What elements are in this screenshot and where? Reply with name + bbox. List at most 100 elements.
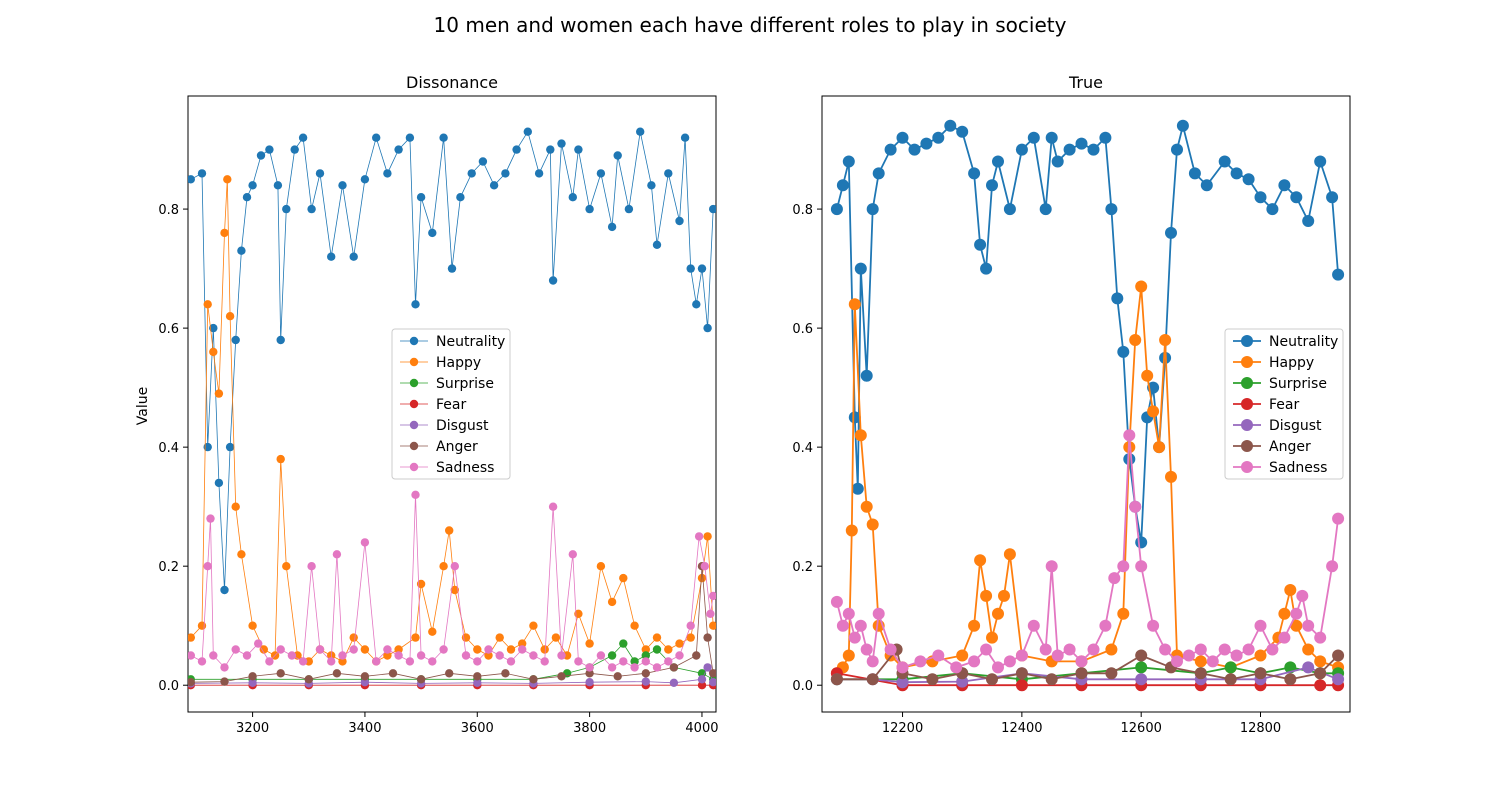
data-point-sadness — [896, 661, 909, 674]
data-point-sadness — [700, 562, 709, 571]
data-point-happy — [1117, 607, 1130, 620]
data-point-neutrality — [209, 323, 218, 333]
data-point-neutrality — [315, 169, 325, 178]
data-point-anger — [703, 633, 712, 642]
data-point-neutrality — [256, 151, 266, 160]
data-point-neutrality — [1063, 143, 1076, 156]
data-point-happy — [282, 562, 291, 571]
data-point-sadness — [1314, 631, 1327, 644]
data-point-anger — [613, 672, 622, 681]
y-tick-label: 0.2 — [792, 560, 813, 575]
data-point-anger — [445, 669, 454, 678]
legend-item-surprise: Surprise — [1233, 376, 1327, 392]
data-point-neutrality — [1332, 268, 1345, 281]
data-point-sadness — [231, 645, 240, 654]
data-point-happy — [203, 300, 212, 309]
data-point-neutrality — [956, 125, 969, 138]
data-point-sadness — [1182, 649, 1195, 662]
data-point-neutrality — [225, 442, 235, 452]
data-point-sadness — [860, 643, 873, 656]
data-point-happy — [607, 597, 617, 607]
legend-item-disgust: Disgust — [400, 418, 489, 434]
panel-title-true: True — [1068, 73, 1103, 92]
legend-label: Happy — [436, 355, 481, 371]
data-point-sadness — [242, 651, 252, 660]
data-point-anger — [501, 669, 510, 678]
data-point-sadness — [405, 657, 415, 666]
data-point-neutrality — [1111, 292, 1124, 305]
data-point-happy — [383, 651, 392, 660]
data-point-happy — [664, 645, 673, 654]
legend-swatch-marker — [409, 399, 419, 409]
data-point-sadness — [254, 639, 263, 648]
data-point-happy — [596, 562, 606, 571]
data-point-neutrality — [1188, 167, 1201, 180]
legend-swatch-marker — [409, 336, 419, 346]
legend-item-sadness: Sadness — [400, 460, 494, 476]
data-point-neutrality — [624, 204, 634, 214]
data-point-happy — [188, 633, 195, 642]
data-point-happy — [860, 500, 873, 513]
legend-swatch-marker — [1241, 440, 1253, 452]
data-point-neutrality — [546, 145, 555, 154]
data-point-anger — [1194, 667, 1207, 680]
data-point-happy — [237, 550, 246, 559]
data-point-happy — [473, 645, 482, 654]
data-point-neutrality — [557, 139, 566, 148]
data-point-neutrality — [851, 482, 864, 495]
data-point-sadness — [428, 657, 437, 666]
y-tick-label: 0.4 — [792, 441, 813, 456]
data-point-fear — [1015, 679, 1028, 692]
data-point-neutrality — [1105, 203, 1118, 216]
data-point-sadness — [1108, 572, 1121, 585]
data-point-neutrality — [428, 228, 437, 238]
data-point-happy — [411, 633, 420, 642]
data-point-sadness — [1039, 643, 1052, 656]
legend-swatch-marker — [409, 357, 419, 367]
data-point-sadness — [461, 651, 471, 660]
data-point-disgust — [669, 678, 679, 687]
legend-label: Disgust — [436, 418, 489, 434]
data-point-sadness — [842, 607, 855, 620]
data-point-neutrality — [607, 222, 617, 232]
data-point-sadness — [372, 657, 381, 666]
data-point-sadness — [209, 651, 218, 660]
data-point-happy — [231, 502, 240, 511]
data-point-sadness — [360, 538, 370, 547]
series-neutrality — [830, 119, 1345, 549]
data-point-neutrality — [992, 155, 1004, 168]
legend-label: Neutrality — [436, 334, 505, 350]
data-point-sadness — [287, 651, 297, 660]
data-point-neutrality — [1266, 203, 1279, 216]
data-point-neutrality — [405, 133, 415, 142]
legend-swatch-marker — [409, 441, 419, 451]
data-point-sadness — [1278, 631, 1291, 644]
data-point-disgust — [360, 678, 370, 687]
data-point-sadness — [332, 550, 342, 559]
data-point-neutrality — [298, 133, 308, 142]
data-point-happy — [484, 651, 493, 660]
data-point-neutrality — [1027, 131, 1040, 144]
series-anger — [188, 562, 716, 687]
data-point-happy — [848, 298, 861, 311]
data-point-sadness — [932, 649, 945, 662]
data-point-neutrality — [1176, 119, 1189, 132]
data-point-neutrality — [1015, 143, 1028, 156]
data-point-neutrality — [548, 276, 558, 285]
data-point-happy — [214, 389, 224, 398]
data-point-happy — [1003, 548, 1016, 561]
plot-area — [188, 127, 716, 690]
data-point-happy — [641, 645, 650, 654]
legend-swatch-marker — [1241, 461, 1253, 473]
legend-label: Neutrality — [1269, 334, 1338, 350]
data-point-sadness — [1123, 429, 1136, 442]
data-point-neutrality — [1171, 143, 1183, 156]
data-point-sadness — [568, 550, 577, 559]
data-point-sadness — [872, 607, 885, 620]
legend-swatch-marker — [409, 462, 419, 472]
data-point-happy — [956, 649, 969, 662]
data-point-sadness — [1087, 643, 1100, 656]
data-point-sadness — [557, 651, 566, 660]
data-point-sadness — [619, 657, 628, 666]
data-point-sadness — [439, 645, 448, 654]
